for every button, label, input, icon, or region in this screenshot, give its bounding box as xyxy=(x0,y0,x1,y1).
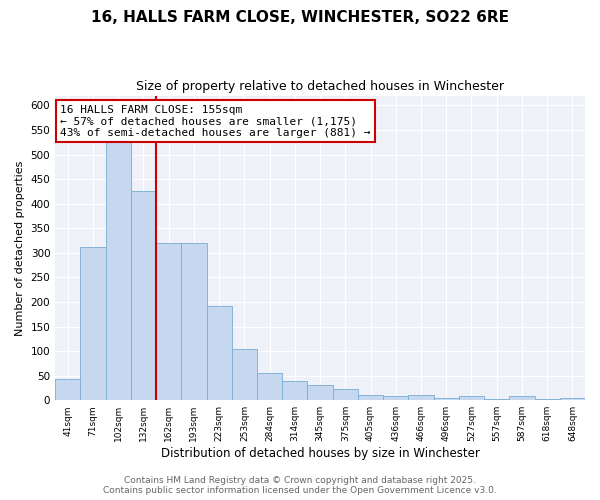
Bar xyxy=(55,379,80,400)
Bar xyxy=(106,131,131,400)
Bar xyxy=(156,243,181,400)
Bar xyxy=(257,373,282,400)
Bar xyxy=(181,243,206,400)
Bar xyxy=(459,396,484,400)
Bar xyxy=(484,398,509,400)
Bar xyxy=(332,390,358,400)
Bar xyxy=(232,348,257,400)
Bar xyxy=(80,247,106,400)
Bar xyxy=(307,386,332,400)
Title: Size of property relative to detached houses in Winchester: Size of property relative to detached ho… xyxy=(136,80,504,93)
Text: 16, HALLS FARM CLOSE, WINCHESTER, SO22 6RE: 16, HALLS FARM CLOSE, WINCHESTER, SO22 6… xyxy=(91,10,509,25)
Bar xyxy=(434,398,459,400)
Bar xyxy=(358,396,383,400)
Bar xyxy=(560,398,585,400)
Text: 16 HALLS FARM CLOSE: 155sqm
← 57% of detached houses are smaller (1,175)
43% of : 16 HALLS FARM CLOSE: 155sqm ← 57% of det… xyxy=(61,104,371,138)
Bar xyxy=(282,380,307,400)
Text: Contains HM Land Registry data © Crown copyright and database right 2025.
Contai: Contains HM Land Registry data © Crown c… xyxy=(103,476,497,495)
Bar xyxy=(509,396,535,400)
Bar xyxy=(383,396,409,400)
X-axis label: Distribution of detached houses by size in Winchester: Distribution of detached houses by size … xyxy=(161,447,479,460)
Y-axis label: Number of detached properties: Number of detached properties xyxy=(15,160,25,336)
Bar xyxy=(131,192,156,400)
Bar xyxy=(535,398,560,400)
Bar xyxy=(409,396,434,400)
Bar xyxy=(206,306,232,400)
